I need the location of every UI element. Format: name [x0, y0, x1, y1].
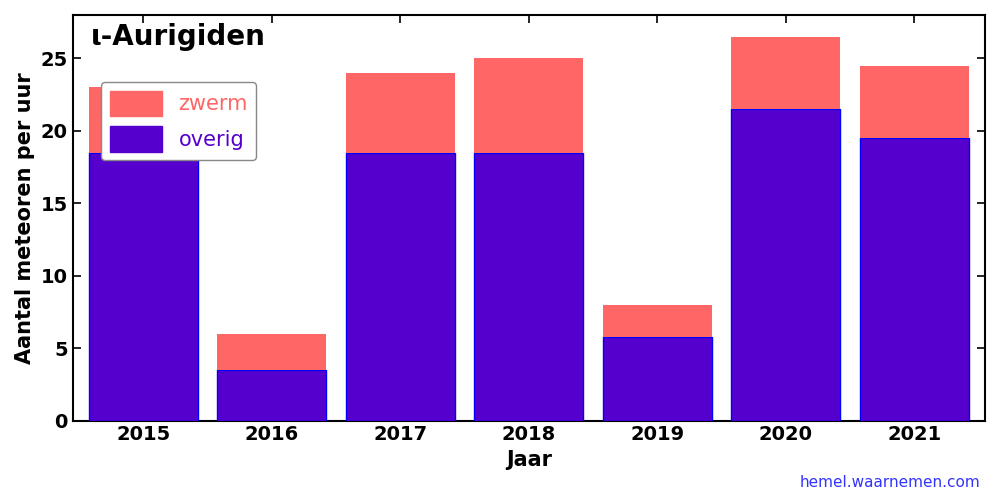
Bar [217, 334, 326, 370]
Bar [474, 58, 583, 152]
Bar [731, 36, 840, 109]
Text: hemel.waarnemen.com: hemel.waarnemen.com [799, 475, 980, 490]
Bar [731, 109, 840, 420]
Bar [474, 152, 583, 420]
X-axis label: Jaar: Jaar [506, 450, 552, 470]
Bar [89, 152, 198, 420]
Y-axis label: Aantal meteoren per uur: Aantal meteoren per uur [15, 72, 35, 364]
Bar [603, 336, 712, 420]
Legend: zwerm, overig: zwerm, overig [101, 82, 256, 160]
Bar [217, 370, 326, 420]
Bar [89, 88, 198, 152]
Text: ι-Aurigiden: ι-Aurigiden [91, 23, 266, 51]
Bar [860, 138, 969, 420]
Bar [603, 304, 712, 336]
Bar [346, 73, 455, 152]
Bar [346, 152, 455, 420]
Bar [860, 66, 969, 138]
